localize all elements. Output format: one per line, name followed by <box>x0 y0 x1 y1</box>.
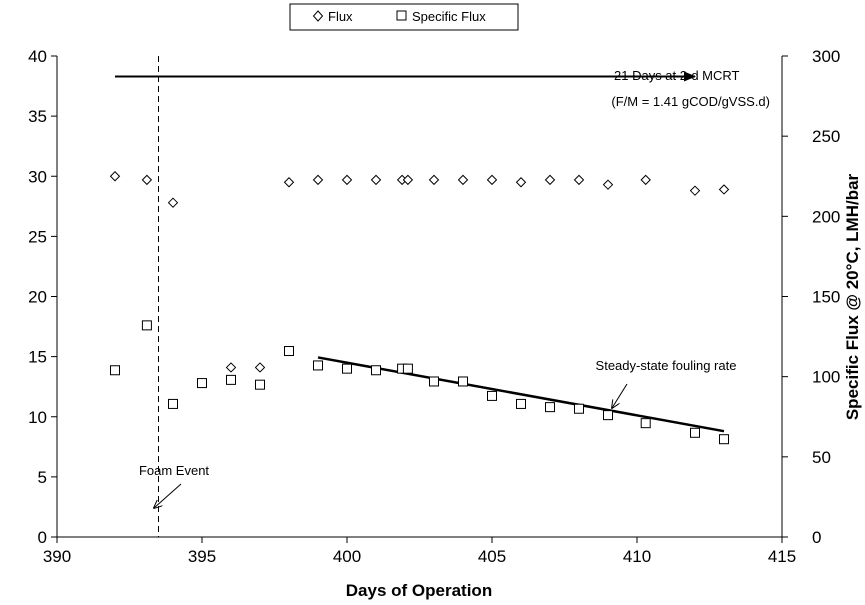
series-specific-flux <box>110 320 729 445</box>
annotation-mcrt-line2: (F/M = 1.41 gCOD/gVSS.d) <box>611 94 770 109</box>
flux-point <box>254 362 266 373</box>
legend: Flux Specific Flux <box>289 3 519 31</box>
legend-label-flux: Flux <box>328 9 353 24</box>
legend-marker-specific-flux <box>396 10 407 21</box>
annotation-foam-event: Foam Event <box>139 463 209 478</box>
flux-point <box>515 177 527 188</box>
specific-flux-point <box>197 378 207 389</box>
specific-flux-point <box>545 402 555 413</box>
x-tick-label: 410 <box>623 547 651 566</box>
y2-tick-label: 250 <box>812 127 840 146</box>
specific-flux-point <box>690 427 700 438</box>
y2-tick-label: 150 <box>812 288 840 307</box>
flux-point <box>370 174 382 186</box>
specific-flux-point <box>342 363 352 374</box>
y-tick-label: 5 <box>38 468 47 487</box>
y-tick-label: 35 <box>28 107 47 126</box>
specific-flux-point <box>284 346 294 357</box>
flux-point <box>141 174 153 186</box>
specific-flux-point <box>110 365 120 376</box>
flux-point <box>312 174 324 186</box>
y-tick-label: 10 <box>28 408 47 427</box>
specific-flux-point <box>226 374 236 385</box>
y-axis-right-ticks: 0 50 100 150 200 250 300 <box>782 47 840 547</box>
y-axis-left-ticks: 0 5 10 15 20 25 30 35 40 <box>28 47 57 547</box>
legend-label-specific-flux: Specific Flux <box>412 9 486 24</box>
specific-flux-point <box>516 398 526 409</box>
x-tick-label: 395 <box>188 547 216 566</box>
flux-point <box>718 184 730 195</box>
y2-tick-label: 50 <box>812 448 831 467</box>
flux-point <box>428 174 440 186</box>
annotation-steady-state: Steady-state fouling rate <box>596 358 737 373</box>
flux-point <box>109 171 121 182</box>
flux-point <box>457 174 469 186</box>
flux-point <box>225 362 237 373</box>
flux-point <box>602 179 614 190</box>
y2-tick-label: 300 <box>812 47 840 66</box>
flux-point <box>573 174 585 186</box>
x-tick-label: 400 <box>333 547 361 566</box>
x-axis-title: Days of Operation <box>346 581 492 600</box>
specific-flux-point <box>255 379 265 390</box>
y-axis-right-title: Specific Flux @ 20°C, LMH/bar <box>843 173 862 420</box>
specific-flux-point <box>313 360 323 371</box>
x-tick-label: 390 <box>43 547 71 566</box>
x-axis-ticks: 390 395 400 405 410 415 <box>43 537 796 566</box>
steady-state-pointer <box>612 383 628 408</box>
y-tick-label: 20 <box>28 288 47 307</box>
legend-marker-flux <box>312 10 324 22</box>
y-tick-label: 25 <box>28 227 47 246</box>
y-tick-label: 0 <box>38 528 47 547</box>
annotation-mcrt-line1: 21 Days at 2-d MCRT <box>614 68 740 83</box>
flux-point <box>341 174 353 186</box>
flux-point <box>283 177 295 188</box>
specific-flux-point <box>487 390 497 401</box>
specific-flux-point <box>141 320 152 331</box>
flux-point <box>544 174 556 186</box>
specific-flux-point <box>402 363 413 374</box>
y-tick-label: 40 <box>28 47 47 66</box>
specific-flux-point <box>574 403 584 414</box>
y2-tick-label: 200 <box>812 207 840 226</box>
y2-tick-label: 0 <box>812 528 821 547</box>
specific-flux-point <box>719 434 729 445</box>
flux-point <box>486 174 498 186</box>
flux-point <box>689 185 701 196</box>
specific-flux-point <box>458 376 468 387</box>
y-tick-label: 15 <box>28 348 47 367</box>
y-tick-label: 30 <box>28 167 47 186</box>
foam-event-pointer <box>154 483 182 508</box>
flux-point <box>402 174 414 186</box>
flux-point <box>640 174 651 186</box>
specific-flux-point <box>603 410 613 421</box>
specific-flux-point <box>640 418 651 429</box>
series-flux <box>109 171 730 373</box>
steady-state-trendline <box>317 356 725 433</box>
specific-flux-point <box>371 365 381 376</box>
specific-flux-point <box>168 398 178 409</box>
specific-flux-point <box>429 376 439 387</box>
x-tick-label: 405 <box>478 547 506 566</box>
flux-point <box>167 197 179 208</box>
x-tick-label: 415 <box>768 547 796 566</box>
y2-tick-label: 100 <box>812 368 840 387</box>
